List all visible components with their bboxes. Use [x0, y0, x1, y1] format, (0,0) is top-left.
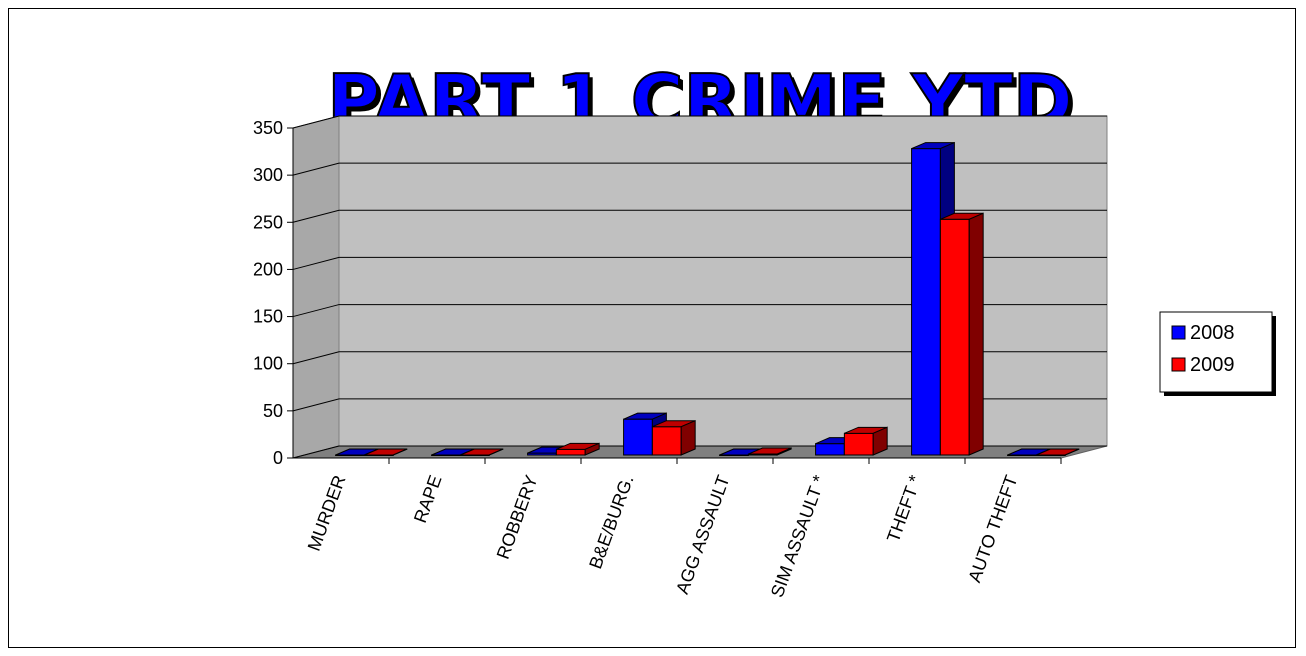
bar-side [584, 442, 600, 456]
bar-side [392, 448, 408, 456]
bar-front [939, 218, 970, 456]
bar-side [776, 447, 792, 456]
bar-front [555, 448, 586, 456]
y-tick-label: 200 [253, 259, 283, 279]
bar-2009-3 [651, 419, 696, 456]
legend: 2008 2009 [1159, 311, 1276, 396]
bar-front [651, 426, 682, 456]
category-labels: MURDER RAPE ROBBERY B&E/BURG. AGG ASSAULT SIM… [304, 473, 1022, 600]
gridline [292, 115, 1107, 129]
axes: 0 50 100 150 200 250 300 350 [253, 118, 1062, 468]
bars [335, 141, 1080, 456]
category-label: SIM ASSAULT * [767, 473, 830, 600]
legend-swatch-2008 [1171, 325, 1186, 340]
bar-side [1064, 448, 1080, 456]
bar-side [968, 212, 984, 456]
floor [292, 445, 1108, 459]
bar-front [815, 443, 845, 456]
bar-2009-2 [555, 442, 600, 456]
bar-2009-7 [1035, 448, 1080, 456]
gridline [292, 162, 1107, 176]
category-label: THEFT * [883, 473, 926, 545]
back-wall [338, 115, 1108, 447]
legend-label-2008: 2008 [1190, 322, 1235, 344]
y-tick-label: 0 [273, 448, 283, 468]
y-tick-label: 250 [253, 212, 283, 232]
bar-2009-0 [363, 448, 408, 456]
category-label: B&E/BURG. [585, 473, 637, 572]
legend-box [1159, 311, 1273, 393]
gridline [292, 351, 1107, 365]
y-tick-label: 50 [263, 401, 283, 421]
category-label: AGG ASSAULT [672, 473, 733, 597]
gridline [292, 256, 1107, 270]
legend-label-2009: 2009 [1190, 354, 1235, 376]
gridline [292, 209, 1107, 223]
bar-side [680, 419, 696, 456]
category-label: AUTO THEFT [964, 473, 1021, 585]
plot-wall [292, 115, 1108, 459]
bar-2009-6 [939, 212, 984, 456]
bar-side [488, 448, 504, 456]
y-tick-label: 350 [253, 118, 283, 138]
bar-side [872, 426, 888, 456]
bar-front [911, 148, 941, 456]
gridlines [292, 115, 1107, 459]
category-label: RAPE [410, 473, 446, 526]
legend-swatch-2009 [1171, 357, 1186, 372]
side-wall [292, 115, 340, 459]
category-label: MURDER [304, 473, 350, 554]
y-tick-label: 300 [253, 165, 283, 185]
gridline [292, 304, 1107, 318]
gridline [292, 398, 1107, 412]
bar-front [623, 418, 653, 456]
bar-2009-1 [459, 448, 504, 456]
bar-2009-5 [843, 426, 888, 456]
category-label: ROBBERY [493, 473, 542, 562]
y-tick-label: 100 [253, 354, 283, 374]
bar-2009-4 [747, 447, 792, 456]
bar-front [843, 432, 874, 456]
y-tick-label: 150 [253, 307, 283, 327]
